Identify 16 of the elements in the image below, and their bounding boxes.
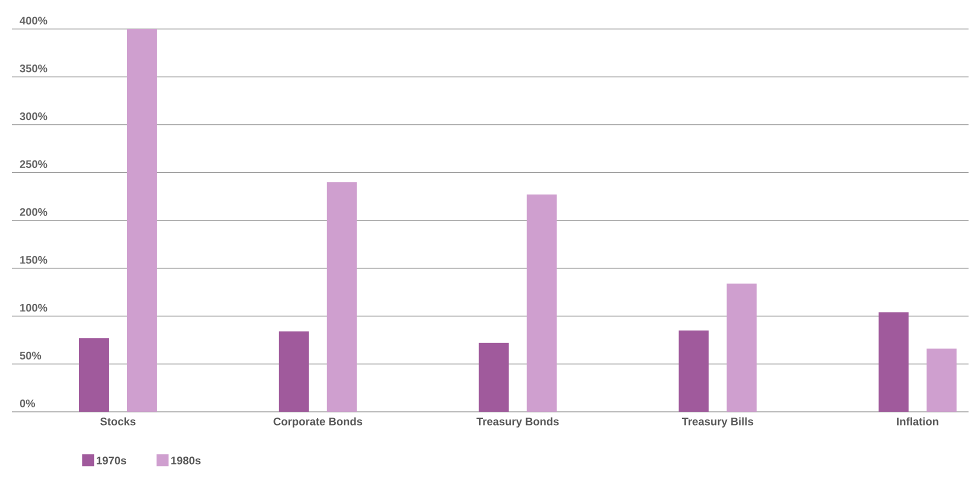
y-tick-label: 50% [20, 352, 42, 360]
y-tick-label: 150% [20, 256, 48, 264]
y-tick-label: 250% [20, 160, 48, 168]
x-tick-label: Treasury Bills [682, 417, 754, 428]
x-tick-label: Stocks [100, 417, 136, 426]
y-tick-label: 200% [20, 208, 48, 216]
y-tick-label: 350% [20, 64, 48, 72]
y-tick-label: 0% [20, 400, 36, 408]
y-tick-label: 100% [20, 304, 48, 312]
y-tick-label: 300% [20, 112, 48, 120]
x-tick-label: Corporate Bonds [274, 417, 362, 428]
x-tick-label: Treasury Bonds [476, 417, 559, 428]
legend-label: 1970s [96, 456, 126, 464]
y-tick-label: 400% [20, 16, 48, 25]
legend-label: 1980s [171, 456, 201, 464]
x-tick-label: Inflation [897, 417, 938, 426]
